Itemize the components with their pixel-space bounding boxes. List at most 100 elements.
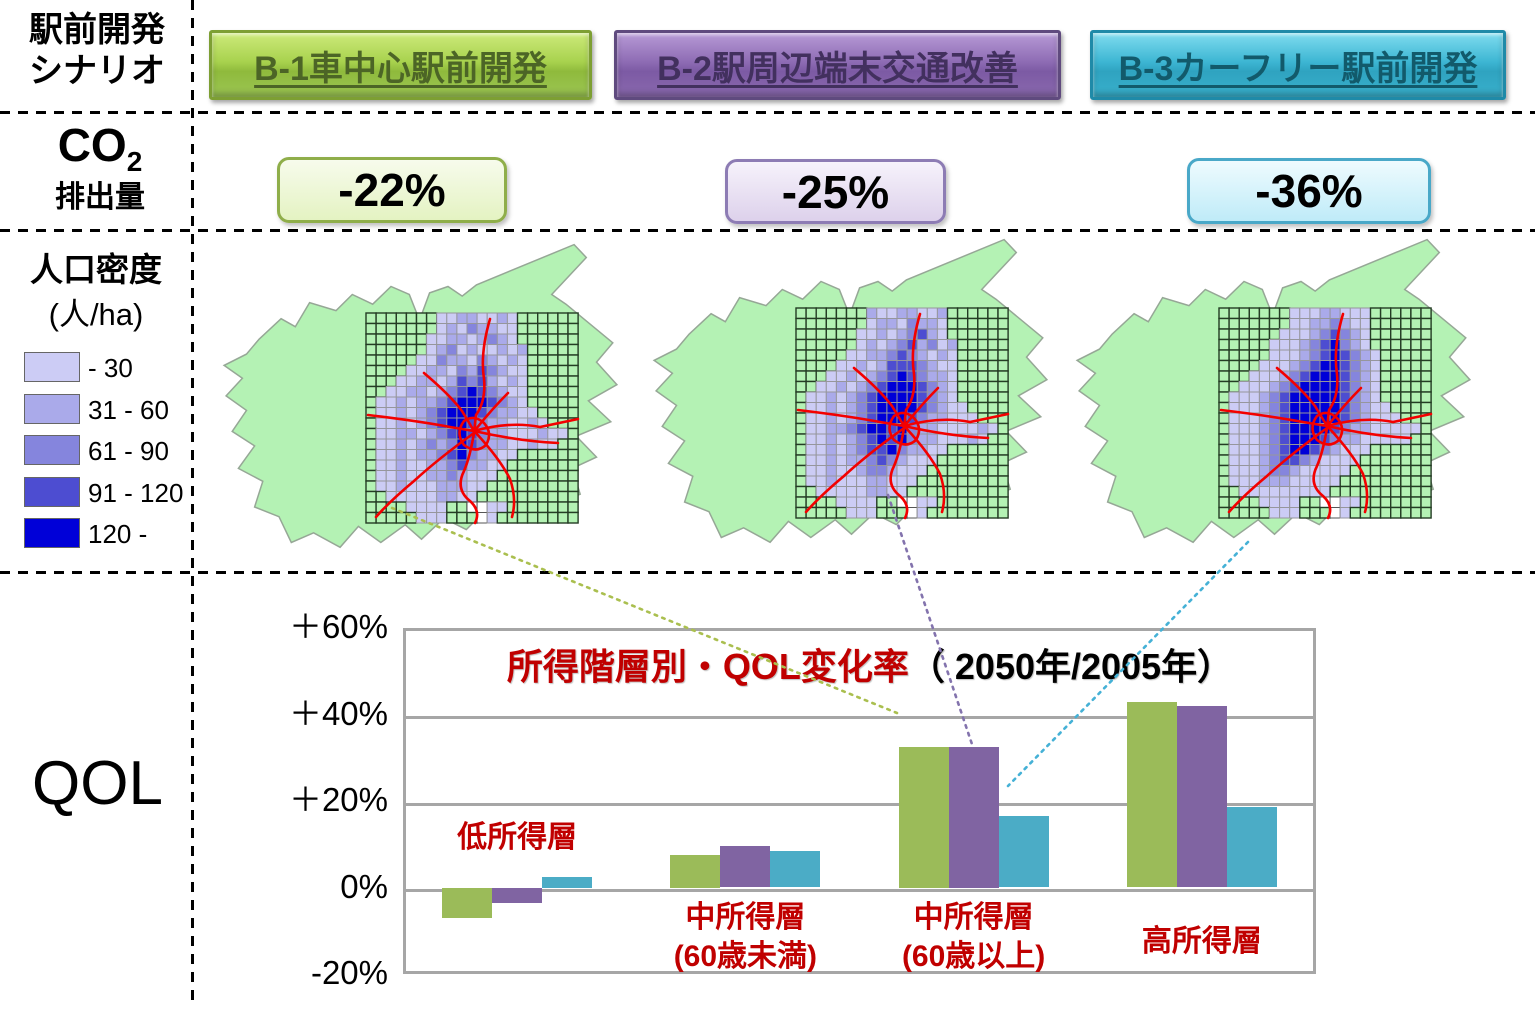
density-cell — [1420, 454, 1432, 467]
density-cell — [987, 391, 999, 404]
density-cell — [426, 386, 438, 398]
density-cell — [886, 496, 898, 509]
density-cell — [466, 375, 478, 387]
density-cell — [805, 412, 817, 424]
density-cell — [547, 375, 559, 388]
density-cell — [866, 328, 878, 340]
density-cell — [547, 428, 559, 440]
density-cell — [835, 423, 847, 435]
density-cell — [496, 449, 508, 461]
density-cell — [1309, 360, 1321, 372]
density-cell — [486, 470, 498, 482]
density-cell — [526, 480, 539, 493]
density-cell — [486, 490, 499, 503]
legend-item: - 30 — [24, 352, 189, 383]
density-cell — [916, 454, 928, 466]
density-cell — [385, 511, 397, 524]
density-cell — [395, 407, 407, 419]
density-cell — [1349, 307, 1361, 319]
density-cell — [947, 370, 959, 382]
density-cell — [977, 485, 989, 498]
scenario-button-b-3[interactable]: B-3カーフリー駅前開発 — [1090, 30, 1506, 100]
chart-gridline — [406, 889, 1313, 892]
density-cell — [835, 444, 847, 456]
density-cell — [926, 370, 938, 382]
density-cell — [805, 391, 817, 403]
density-cell — [456, 312, 468, 324]
density-cell — [395, 322, 408, 335]
density-cell — [926, 402, 938, 414]
density-cell — [977, 433, 989, 445]
density-cell — [845, 338, 858, 351]
y-tick-label: ＋60% — [288, 608, 388, 645]
density-cell — [516, 333, 529, 346]
density-cell — [405, 365, 417, 377]
density-cell — [846, 507, 858, 519]
density-cell — [1299, 423, 1311, 435]
density-cell — [876, 339, 888, 351]
chart-title-red: 所得階層別・QOL変化率 — [506, 646, 909, 687]
density-cell — [835, 433, 847, 445]
density-cell — [1228, 338, 1240, 351]
density-cell — [997, 349, 1009, 362]
density-cell — [416, 396, 428, 408]
scenario-button-b-1[interactable]: B-1車中心駅前開発 — [209, 30, 592, 100]
density-cell — [987, 317, 999, 330]
density-cell — [1309, 496, 1321, 509]
density-cell — [1349, 328, 1361, 340]
density-cell — [557, 490, 569, 503]
density-cell — [1289, 391, 1301, 403]
density-cell — [496, 501, 508, 513]
density-cell — [795, 370, 807, 383]
density-cell — [486, 386, 498, 398]
density-cell — [987, 454, 999, 467]
density-cell — [845, 328, 858, 341]
density-cell — [1410, 370, 1422, 383]
bar-b-3-cat0 — [542, 876, 593, 888]
density-cell — [906, 307, 918, 319]
density-cell — [1258, 307, 1271, 320]
density-cell — [547, 385, 559, 398]
density-cell — [946, 475, 959, 488]
density-cell — [1279, 475, 1291, 487]
density-cell — [416, 438, 428, 450]
density-cell — [1238, 359, 1250, 372]
density-cell — [1379, 370, 1392, 383]
density-cell — [526, 469, 539, 482]
density-cell — [1299, 328, 1311, 340]
density-cell — [1390, 370, 1402, 383]
density-cell — [567, 427, 579, 440]
density-cell — [1269, 507, 1281, 519]
density-cell — [446, 428, 458, 440]
density-cell — [476, 312, 488, 324]
density-cell — [1218, 412, 1230, 425]
scenario-button-b-2[interactable]: B-2駅周辺端末交通改善 — [614, 30, 1061, 100]
density-cell — [1319, 328, 1331, 340]
density-cell — [506, 449, 518, 461]
density-cell — [896, 370, 908, 382]
density-cell — [856, 328, 868, 340]
density-cell — [825, 402, 837, 414]
density-cell — [795, 422, 807, 435]
density-cell — [1379, 443, 1392, 456]
density-cell — [426, 396, 438, 408]
density-cell — [466, 396, 478, 408]
density-cell — [426, 501, 438, 513]
density-cell — [1299, 370, 1311, 382]
road-line — [904, 386, 940, 426]
density-cell — [385, 364, 397, 377]
density-cell — [956, 475, 969, 488]
density-cell — [1329, 444, 1341, 456]
density-cell — [547, 406, 559, 419]
density-cell — [1258, 402, 1270, 414]
bar-b-2-cat2 — [948, 746, 999, 888]
density-cell — [987, 380, 999, 393]
density-cell — [967, 475, 979, 488]
density-cell — [946, 443, 959, 456]
density-cell — [956, 349, 969, 362]
density-cell — [426, 480, 438, 492]
density-cell — [815, 465, 827, 477]
density-cell — [866, 402, 878, 414]
density-cell — [926, 496, 938, 508]
density-cell — [1420, 370, 1432, 383]
